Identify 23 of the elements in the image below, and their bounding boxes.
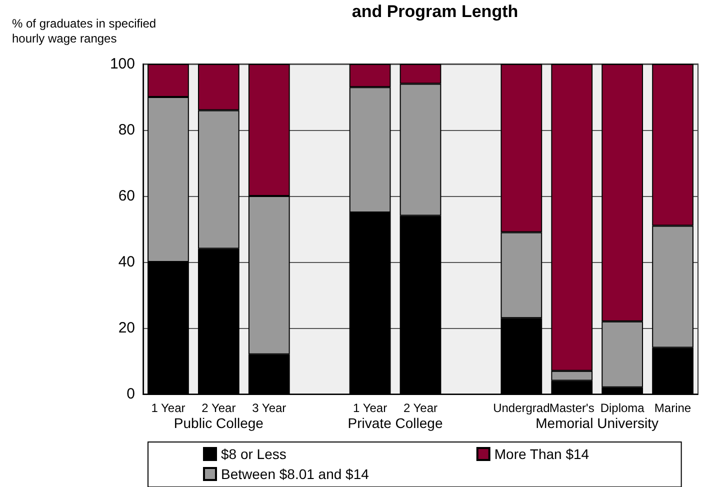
chart-title: and Program Length — [352, 2, 518, 21]
text: Public College — [174, 415, 264, 431]
legend-label: Between $8.01 and $14 — [221, 466, 370, 482]
y-tick-label: 0 — [126, 386, 135, 402]
x-tick-label: Undergrad — [493, 401, 550, 415]
x-tick-label: Diploma — [600, 401, 645, 415]
y-tick-label: 100 — [110, 56, 135, 72]
y-tick-label: 20 — [118, 320, 135, 336]
text: Private College — [348, 415, 443, 431]
x-tick-label: Master's — [549, 401, 594, 415]
legend-label: $8 or Less — [221, 446, 286, 462]
y-tick-label: 40 — [118, 254, 135, 270]
x-tick-label: Marine — [654, 401, 692, 415]
x-tick-label: 1 Year — [151, 401, 186, 415]
x-tick-label: 2 Year — [403, 401, 438, 415]
y-tick-label: 80 — [118, 122, 135, 138]
y-axis-title: % of graduates in specified hourly wage ranges — [12, 16, 156, 46]
x-tick-label: 1 Year — [353, 401, 388, 415]
x-tick-label: 2 Year — [202, 401, 236, 415]
y-tick-label: 60 — [118, 188, 135, 204]
x-tick-label: 3 Year — [252, 401, 286, 415]
legend-label: More Than $14 — [494, 446, 590, 462]
text: Memorial University — [536, 415, 659, 431]
